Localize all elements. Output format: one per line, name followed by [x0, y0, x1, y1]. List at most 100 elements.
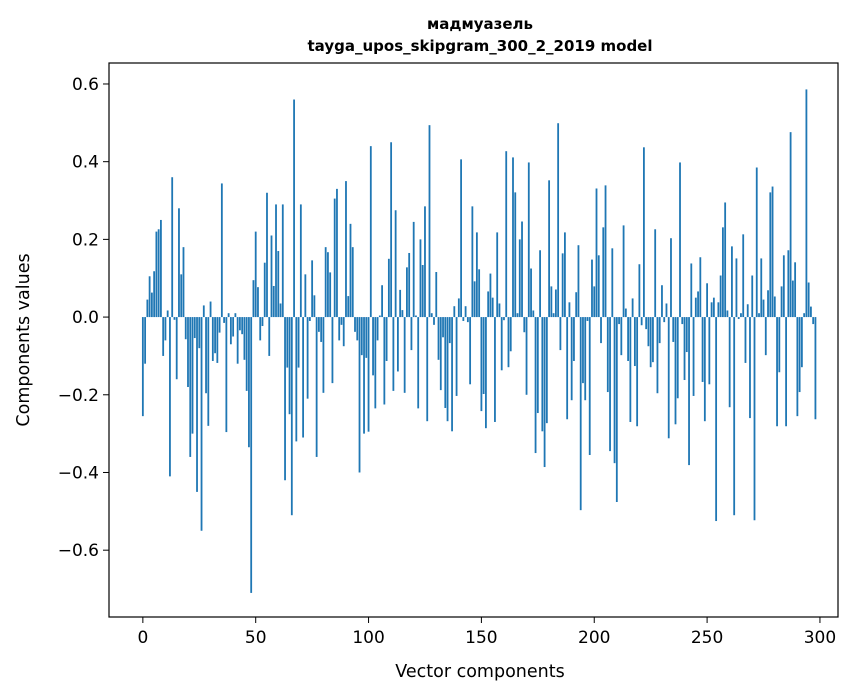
bar: [415, 315, 417, 318]
bar: [175, 317, 178, 380]
bar: [473, 281, 476, 318]
bar: [762, 299, 765, 318]
bar: [196, 317, 198, 492]
bar: [800, 317, 803, 368]
bar: [593, 286, 596, 318]
bar: [620, 317, 623, 356]
bar: [536, 317, 539, 414]
bar: [773, 296, 776, 318]
bar: [627, 317, 630, 361]
bar: [182, 247, 185, 318]
bar: [254, 231, 257, 318]
bar: [760, 258, 763, 318]
bar: [550, 286, 553, 318]
bar: [755, 167, 758, 318]
bar: [615, 317, 618, 503]
bar: [349, 223, 352, 318]
bar: [561, 253, 564, 318]
bar: [331, 317, 334, 384]
bar: [313, 295, 316, 318]
bar: [500, 317, 503, 371]
x-tick-label: 50: [245, 628, 267, 648]
bar: [498, 303, 501, 318]
bar: [225, 317, 228, 433]
bar: [252, 280, 255, 318]
bars-group: [141, 89, 817, 593]
bar: [378, 315, 381, 318]
bar: [320, 317, 323, 342]
bar: [270, 235, 273, 318]
bar: [385, 317, 388, 361]
bar: [807, 282, 810, 318]
bar: [227, 313, 230, 318]
bar: [421, 265, 424, 318]
bar: [214, 317, 216, 354]
bar: [541, 317, 544, 432]
bar: [638, 264, 641, 318]
bar: [649, 317, 652, 368]
bar: [521, 221, 523, 318]
bar: [277, 251, 280, 318]
bar: [674, 317, 677, 425]
bar: [308, 317, 311, 321]
bar: [482, 317, 485, 395]
bar: [263, 262, 266, 318]
bar: [369, 146, 372, 318]
y-tick-label: 0.2: [72, 230, 99, 250]
bar: [218, 317, 221, 333]
bar: [787, 250, 790, 318]
bar: [726, 310, 729, 318]
bar: [534, 317, 537, 454]
bar: [647, 317, 650, 347]
bar: [566, 317, 569, 420]
bar: [516, 313, 519, 318]
bar: [448, 317, 451, 344]
bar: [525, 317, 528, 395]
bar: [250, 317, 253, 593]
bar: [281, 204, 284, 318]
bar: [703, 317, 706, 422]
bar: [293, 99, 295, 318]
bar: [545, 317, 548, 424]
bar: [676, 317, 679, 399]
bar: [234, 313, 237, 318]
bar: [239, 317, 241, 331]
bar: [430, 313, 433, 318]
y-tick-label: −0.6: [58, 541, 99, 561]
bar: [268, 317, 271, 356]
bar: [295, 317, 298, 442]
bar: [554, 289, 557, 318]
bar: [758, 313, 760, 318]
bar: [275, 204, 277, 318]
bar: [735, 258, 738, 318]
bar: [315, 317, 318, 457]
bar: [180, 274, 183, 318]
bar: [731, 246, 733, 318]
bar: [785, 317, 787, 427]
bar: [193, 317, 196, 339]
bar: [200, 317, 203, 531]
bar: [740, 313, 742, 318]
bar: [187, 317, 189, 388]
bar: [410, 317, 413, 351]
bar: [302, 317, 305, 438]
bar: [360, 317, 363, 356]
bar: [390, 142, 393, 318]
bar: [530, 268, 532, 318]
bar: [591, 259, 593, 318]
bar: [148, 276, 151, 318]
bar: [539, 250, 541, 318]
bar: [311, 260, 314, 318]
bar: [631, 298, 634, 318]
bar: [146, 299, 149, 318]
bar: [507, 317, 510, 368]
bar: [189, 317, 192, 457]
bar: [223, 317, 226, 323]
bar: [141, 317, 144, 417]
bar: [205, 317, 207, 394]
bar: [712, 297, 715, 318]
bar: [665, 303, 668, 318]
bar: [485, 317, 487, 429]
bar: [442, 317, 444, 338]
bar: [559, 317, 562, 351]
